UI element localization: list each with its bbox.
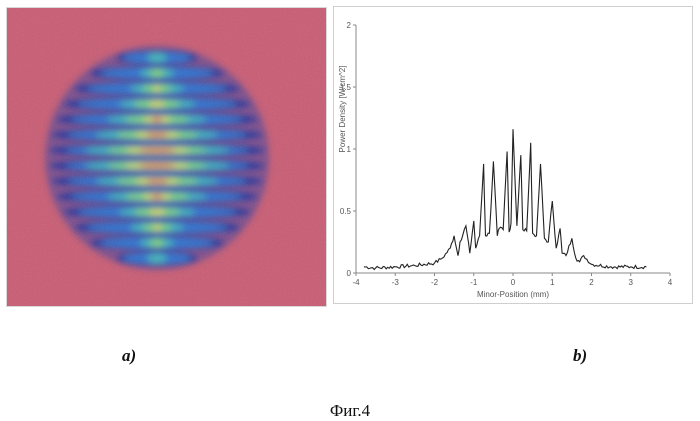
y-tick-label: 0 [347, 269, 352, 278]
x-tick-group: -4 -3 -2 -1 0 1 2 3 4 [352, 273, 672, 287]
y-tick-label: 1 [347, 145, 352, 154]
chart-svg: -4-3-2-101234 00.511.52 Minor-Position (… [334, 7, 692, 303]
image-noise [7, 8, 326, 306]
x-tick-label: 2 [589, 278, 594, 287]
figure-caption: Фиг.4 [0, 401, 700, 421]
x-axis-label: Minor-Position (mm) [477, 290, 549, 299]
x-tick-label: 3 [629, 278, 634, 287]
x-tick-label: 1 [550, 278, 555, 287]
x-tick-label: -4 [352, 278, 360, 287]
x-tick-label: -1 [470, 278, 478, 287]
y-axis-label: Power Density [W/cm^2] [338, 66, 347, 153]
beam-intensity-image [6, 7, 327, 307]
beam-intensity-map [7, 8, 326, 306]
y-tick-label: 2 [347, 21, 352, 30]
power-density-chart: -4-3-2-101234 00.511.52 Minor-Position (… [333, 6, 693, 304]
x-tick-label: 4 [668, 278, 673, 287]
y-tick-label: 0.5 [340, 207, 352, 216]
panel-b-label: b) [573, 346, 587, 366]
panel-a-label: a) [122, 346, 136, 366]
series-line [364, 129, 647, 269]
x-tick-label: -2 [431, 278, 439, 287]
x-tick-label: 0 [511, 278, 516, 287]
x-tick-label: -3 [392, 278, 400, 287]
